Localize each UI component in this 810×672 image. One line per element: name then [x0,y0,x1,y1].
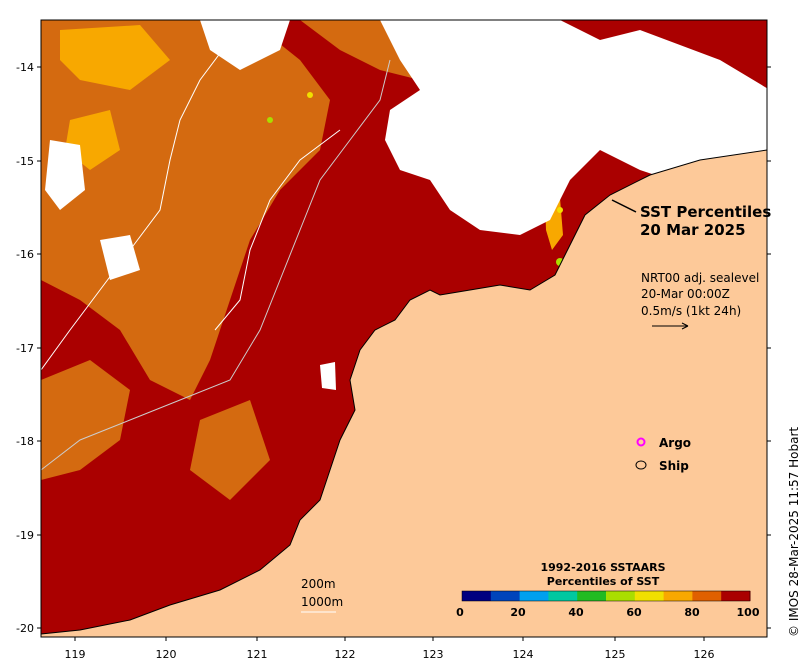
contour-1000m [41,20,251,371]
y-axis: -14 -15 -16 -17 -18 -19 -20 [16,61,771,635]
legend-argo: Argo [659,436,691,450]
legend-ship: Ship [659,459,689,473]
colorbar-tick: 100 [737,606,760,619]
colorbar-tick: 20 [510,606,526,619]
colorbar-tick: 80 [684,606,700,619]
credit-text: © IMOS 28-Mar-2025 11:57 Hobart [787,427,801,637]
y-tick-label: -18 [16,435,34,448]
contour-1000m-b [214,129,341,331]
y-tick-label: -19 [16,529,34,542]
colorbar-title: 1992-2016 SSTAARS [540,561,665,574]
colorbar-tick: 60 [626,606,642,619]
x-tick-label: 122 [335,648,356,661]
colorbar-subtitle: Percentiles of SST [547,575,660,588]
map-date: 20 Mar 2025 [640,221,746,239]
current-scale: 0.5m/s (1kt 24h) [641,304,741,318]
current-time: 20-Mar 00:00Z [641,287,730,301]
contour-label-200m: 200m [301,577,336,591]
y-tick-label: -16 [16,248,34,261]
y-tick-label: -14 [16,61,34,74]
x-tick-label: 126 [694,648,715,661]
x-tick-label: 125 [605,648,626,661]
colorbar-swatch [548,591,578,601]
colorbar-swatch [577,591,607,601]
colorbar: 1992-2016 SSTAARS Percentiles of SST 0 2… [456,561,760,619]
map-title: SST Percentiles [640,203,771,221]
colorbar-tick: 0 [456,606,464,619]
colorbar-swatch [490,591,521,601]
colorbar-swatch [663,591,693,601]
current-source: NRT00 adj. sealevel [641,271,759,285]
x-tick-label: 120 [156,648,177,661]
x-axis: 119 120 121 122 123 124 125 126 [65,637,715,661]
colorbar-swatch [606,591,636,601]
ship-marker-icon [635,460,647,470]
coastline [41,149,767,635]
scale-arrow-icon [652,322,689,330]
colorbar-swatch [634,591,665,601]
colorbar-swatch [692,591,722,601]
peninsula [430,295,490,395]
colorbar-tick: 40 [568,606,584,619]
contour-200m [41,59,391,471]
plot-frame [40,19,768,638]
colorbar-swatch [721,591,751,601]
x-tick-label: 123 [423,648,444,661]
y-tick-label: -15 [16,155,34,168]
cloud-cover [45,20,767,390]
x-tick-label: 124 [513,648,534,661]
sst-field [41,20,767,637]
title-pointer [611,199,637,213]
colorbar-swatch [519,591,549,601]
x-tick-label: 119 [65,648,86,661]
colorbar-swatch [462,591,492,601]
land-mass [41,150,767,637]
argo-marker-icon [636,437,646,447]
contour-label-1000m: 1000m [301,595,343,609]
colorbar-swatches [462,591,751,601]
y-tick-label: -20 [16,622,34,635]
x-tick-label: 121 [247,648,268,661]
y-tick-label: -17 [16,342,34,355]
